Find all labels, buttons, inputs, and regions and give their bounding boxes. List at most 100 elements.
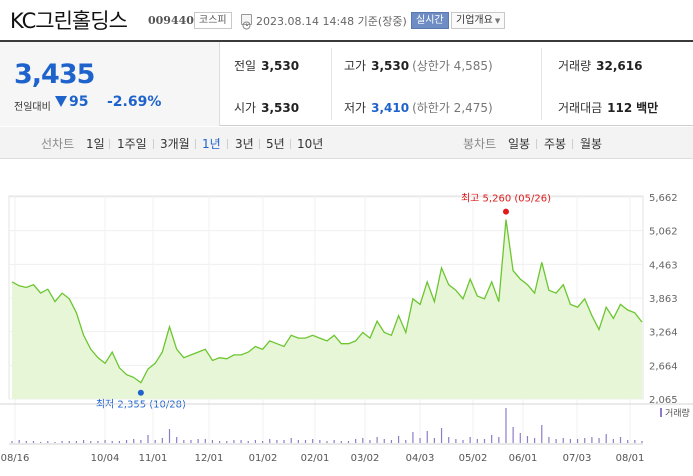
volume-bar xyxy=(355,439,357,443)
lower-limit: (하한가 2,475) xyxy=(412,101,493,115)
volume-bar xyxy=(211,440,214,443)
volume-bar xyxy=(433,438,435,443)
x-tick-label: 07/03 xyxy=(563,453,592,464)
volume-bar xyxy=(526,436,529,443)
volume-bar xyxy=(555,439,557,443)
volume-bar xyxy=(619,437,622,443)
volume-bar xyxy=(161,438,163,443)
candle-daily[interactable]: 일봉 xyxy=(508,137,531,151)
x-tick-label: 02/01 xyxy=(301,453,330,464)
x-tick-label: 04/03 xyxy=(406,453,435,464)
period-1y[interactable]: 1년 xyxy=(202,137,221,151)
volume-bar xyxy=(369,440,371,443)
volume-bar xyxy=(75,441,78,443)
volume-bar xyxy=(627,440,629,443)
volume-bar xyxy=(90,441,92,443)
volume-bar xyxy=(68,441,70,443)
volume-bar xyxy=(204,439,206,443)
volume-bar xyxy=(183,440,185,443)
volume-bar xyxy=(140,440,142,443)
amount-cell: 거래대금 112 백만 xyxy=(558,99,658,116)
period-3y[interactable]: 3년 xyxy=(235,137,254,151)
volume-bar xyxy=(448,437,450,443)
high-point-marker xyxy=(502,208,509,215)
low-label: 저가 xyxy=(344,101,367,115)
volume-bar xyxy=(548,437,550,443)
volume-bar xyxy=(440,428,443,443)
volume-bar xyxy=(405,440,407,443)
volume-bar xyxy=(455,439,457,443)
volume-bar xyxy=(333,440,335,443)
period-10y[interactable]: 10년 xyxy=(297,137,324,151)
high-point-label: 최고 5,260 (05/26) xyxy=(461,193,551,205)
timestamp: 2023.08.14 14:48 기준(장중) xyxy=(256,15,407,28)
period-3m[interactable]: 3개월 xyxy=(160,137,190,151)
open-cell: 시가 3,530 xyxy=(234,99,299,116)
volume-bar xyxy=(11,441,13,443)
volume-bar xyxy=(297,440,299,443)
volume-bar xyxy=(18,440,20,443)
company-info-dropdown[interactable]: 기업개요 ▼ xyxy=(451,12,506,29)
volume-legend-swatch xyxy=(660,408,662,417)
high-label: 고가 xyxy=(344,59,367,73)
volume-bar xyxy=(562,438,564,443)
divider xyxy=(227,139,228,149)
volume-bar xyxy=(469,437,471,443)
volume-bar xyxy=(276,440,278,443)
y-tick-label: 3,863 xyxy=(649,294,678,305)
volume-bar xyxy=(168,429,171,443)
volume-cell: 거래량 32,616 xyxy=(558,57,642,74)
x-tick-label: 08/01 xyxy=(616,453,645,464)
volume-bar xyxy=(118,441,120,443)
divider xyxy=(541,48,542,120)
volume-bar xyxy=(82,440,85,443)
price-chart: 5,662 5,062 4,463 3,863 3,264 2,664 2,065 08/16… xyxy=(0,160,693,476)
y-tick-label: 5,062 xyxy=(649,227,678,238)
y-tick-label: 4,463 xyxy=(649,260,678,271)
volume-bar xyxy=(476,439,478,443)
candle-chart-label: 봉차트 xyxy=(463,137,497,151)
low-point-label: 최저 2,355 (10/28) xyxy=(96,399,186,411)
volume-bar xyxy=(483,439,486,443)
realtime-button[interactable]: 실시간 xyxy=(411,12,449,29)
amount-unit: 백만 xyxy=(636,101,659,115)
volume-bar xyxy=(147,435,149,443)
candle-weekly[interactable]: 주봉 xyxy=(544,137,567,151)
volume-bar xyxy=(541,425,543,443)
change-label: 전일대비 xyxy=(14,102,51,113)
volume-bar xyxy=(591,437,593,443)
volume-label: 거래량 xyxy=(558,59,592,73)
line-chart-label: 선차트 xyxy=(41,137,75,151)
divider xyxy=(153,139,154,149)
company-name: KC그린홀딩스 xyxy=(10,9,128,33)
volume-bar xyxy=(340,441,342,443)
x-tick-label: 06/01 xyxy=(509,453,538,464)
period-1d[interactable]: 1일 xyxy=(86,137,105,151)
clock-icon xyxy=(241,14,252,30)
volume-bar xyxy=(326,441,328,443)
current-price-box: 3,435 전일대비 95 -2.69% xyxy=(0,42,220,126)
amount-value: 112 xyxy=(607,101,633,115)
volume-bar xyxy=(612,439,614,443)
volume-bar xyxy=(319,440,321,443)
volume-value: 32,616 xyxy=(596,59,643,73)
volume-bar xyxy=(269,439,271,443)
volume-bar xyxy=(534,438,536,443)
period-1w[interactable]: 1주일 xyxy=(117,137,147,151)
volume-bar xyxy=(154,440,156,443)
period-5y[interactable]: 5년 xyxy=(266,137,285,151)
low-cell: 저가 3,410 (하한가 2,475) xyxy=(344,99,493,116)
chevron-down-icon: ▼ xyxy=(494,17,501,25)
volume-bar xyxy=(376,437,378,443)
divider xyxy=(259,139,260,149)
upper-limit: (상한가 4,585) xyxy=(412,59,493,73)
y-tick-label: 2,664 xyxy=(649,361,678,372)
volume-bar xyxy=(362,438,364,443)
candle-monthly[interactable]: 월봉 xyxy=(580,137,603,151)
y-tick-label: 2,065 xyxy=(649,395,678,406)
prev-close-cell: 전일 3,530 xyxy=(234,57,299,74)
volume-legend-label: 거래량 xyxy=(665,407,690,419)
prev-close-label: 전일 xyxy=(234,59,257,73)
volume-bar xyxy=(491,435,493,443)
company-info-label: 기업개요 xyxy=(456,15,493,26)
